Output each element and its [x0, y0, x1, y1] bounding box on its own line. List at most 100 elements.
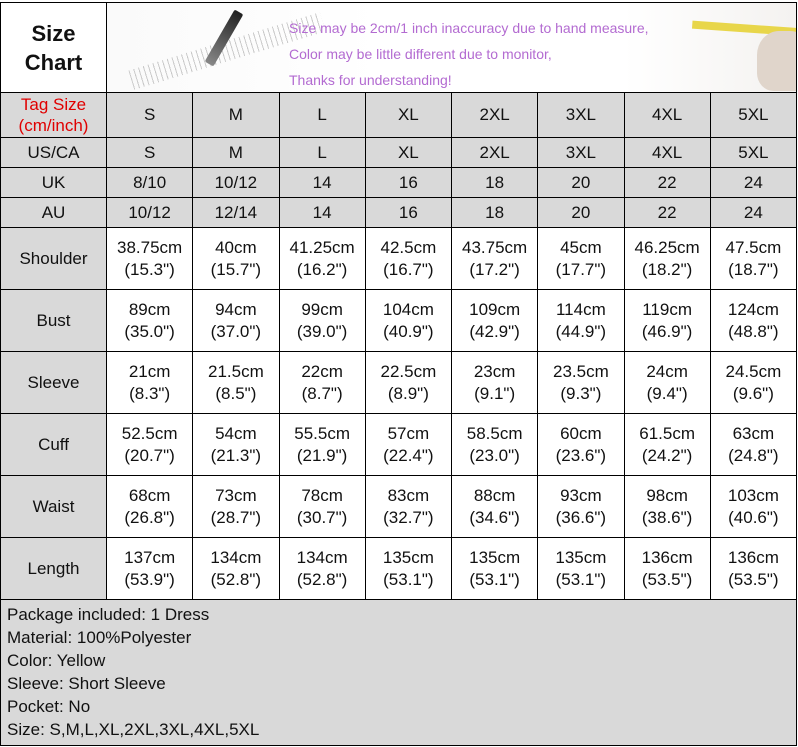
- measurement-cell: 60cm (23.6"): [537, 413, 625, 476]
- size-cell: 18: [450, 167, 539, 198]
- size-cell: 14: [278, 197, 366, 228]
- detail-line: Pocket: No: [7, 697, 91, 716]
- size-cell: L: [278, 137, 366, 168]
- cm-value: 78cm: [301, 485, 343, 505]
- measurement-row: Sleeve 21cm (8.3") 21.5cm (8.5") 22cm (8.7") 22…: [0, 351, 798, 414]
- note: Thanks for understanding!: [289, 72, 452, 88]
- measurement-cell: 22cm (8.7"): [278, 351, 366, 414]
- row-label: Sleeve: [0, 351, 107, 414]
- inch-value: (35.0"): [124, 321, 175, 341]
- title-line: Chart: [24, 49, 83, 75]
- inch-value: (23.0"): [469, 445, 520, 465]
- cm-value: 38.75cm: [117, 237, 183, 257]
- inch-value: (8.7"): [301, 383, 343, 403]
- size-row: US/CA S M L XL 2XL 3XL 4XL 5XL: [0, 137, 798, 168]
- measurement-cell: 23cm (9.1"): [450, 351, 539, 414]
- size-cell: 22: [623, 167, 711, 198]
- cm-value: 41.25cm: [289, 237, 355, 257]
- cm-value: 136cm: [641, 547, 693, 567]
- inch-value: (53.1"): [555, 569, 607, 589]
- tag-size-cell: 4XL: [623, 92, 711, 138]
- measurement-cell: 135cm (53.1"): [537, 537, 625, 600]
- note: Size may be 2cm/1 inch inaccuracy due to…: [289, 20, 649, 36]
- inch-value: (9.4"): [646, 383, 688, 403]
- measurement-cell: 134cm (52.8"): [278, 537, 366, 600]
- measurement-cell: 98cm (38.6"): [623, 475, 711, 538]
- cm-value: 89cm: [128, 299, 171, 319]
- inch-value: (9.6"): [732, 383, 774, 403]
- inch-value: (24.8"): [728, 445, 779, 465]
- cm-value: 83cm: [387, 485, 430, 505]
- detail-line: Color: Yellow: [7, 651, 106, 670]
- measurement-cell: 89cm (35.0"): [105, 289, 194, 352]
- measurement-cell: 73cm (28.7"): [192, 475, 280, 538]
- inch-value: (53.1"): [469, 569, 520, 589]
- inch-value: (20.7"): [124, 445, 175, 465]
- measurement-cell: 43.75cm (17.2"): [450, 227, 539, 290]
- measurement-cell: 63cm (24.8"): [709, 413, 798, 476]
- cm-value: 58.5cm: [466, 423, 523, 443]
- inch-value: (37.0"): [210, 321, 262, 341]
- measurement-cell: 135cm (53.1"): [450, 537, 539, 600]
- cm-value: 93cm: [560, 485, 602, 505]
- cm-value: 45cm: [560, 237, 602, 257]
- inch-value: (18.7"): [728, 259, 779, 279]
- size-cell: 10/12: [192, 167, 280, 198]
- size-cell: 20: [537, 197, 625, 228]
- cm-value: 109cm: [469, 299, 521, 319]
- tag-size-cell: XL: [364, 92, 453, 138]
- measurement-cell: 124cm (48.8"): [709, 289, 798, 352]
- cm-value: 135cm: [382, 547, 434, 567]
- cm-value: 73cm: [215, 485, 257, 505]
- measurement-cell: 136cm (53.5"): [623, 537, 711, 600]
- inch-value: (30.7"): [296, 507, 348, 527]
- size-cell: 20: [537, 167, 625, 198]
- measurement-cell: 46.25cm (18.2"): [623, 227, 711, 290]
- measurement-cell: 104cm (40.9"): [364, 289, 453, 352]
- measurement-row: Waist 68cm (26.8") 73cm (28.7") 78cm (30.7") 83…: [0, 475, 798, 538]
- cm-value: 135cm: [555, 547, 607, 567]
- inch-value: (21.3"): [210, 445, 262, 465]
- cm-value: 22.5cm: [380, 361, 437, 381]
- measurement-cell: 93cm (36.6"): [537, 475, 625, 538]
- size-cell: 16: [364, 197, 453, 228]
- size-cell: 5XL: [709, 137, 798, 168]
- inch-value: (42.9"): [469, 321, 520, 341]
- measurement-row: Cuff 52.5cm (20.7") 54cm (21.3") 55.5cm (21.9"…: [0, 413, 798, 476]
- measurement-cell: 54cm (21.3"): [192, 413, 280, 476]
- title-line: Size: [31, 20, 76, 46]
- inch-value: (16.7"): [383, 259, 434, 279]
- cm-value: 134cm: [296, 547, 348, 567]
- size-chart-title: Size Chart: [0, 2, 107, 93]
- cm-value: 43.75cm: [462, 237, 528, 257]
- measurement-row: Shoulder 38.75cm (15.3") 40cm (15.7") 41.25cm…: [0, 227, 798, 290]
- inch-value: (15.7"): [210, 259, 262, 279]
- size-cell: XL: [364, 137, 453, 168]
- inch-value: (24.2"): [641, 445, 693, 465]
- tag-size-cell: 3XL: [537, 92, 625, 138]
- cm-value: 114cm: [555, 299, 606, 319]
- cm-value: 46.25cm: [634, 237, 700, 257]
- measurement-cell: 21.5cm (8.5"): [192, 351, 280, 414]
- tag-size-cell: S: [105, 92, 194, 138]
- inch-value: (53.5"): [728, 569, 779, 589]
- cm-value: 55.5cm: [294, 423, 350, 443]
- inch-value: (52.8"): [210, 569, 262, 589]
- cm-value: 52.5cm: [121, 423, 178, 443]
- measurement-cell: 58.5cm (23.0"): [450, 413, 539, 476]
- measurement-cell: 52.5cm (20.7"): [105, 413, 194, 476]
- label-line: Tag Size: [20, 95, 87, 114]
- measurement-cell: 45cm (17.7"): [537, 227, 625, 290]
- header-row: Size Chart Size may be 2cm/1 inch inaccu…: [0, 2, 797, 93]
- inch-value: (40.9"): [383, 321, 434, 341]
- inch-value: (52.8"): [296, 569, 348, 589]
- measurement-cell: 24.5cm (9.6"): [709, 351, 798, 414]
- row-label: Length: [0, 537, 107, 600]
- measurement-cell: 103cm (40.6"): [709, 475, 798, 538]
- measurement-cell: 38.75cm (15.3"): [105, 227, 194, 290]
- inch-value: (53.5"): [641, 569, 693, 589]
- cm-value: 24cm: [646, 361, 688, 381]
- inch-value: (48.8"): [728, 321, 779, 341]
- measurement-cell: 134cm (52.8"): [192, 537, 280, 600]
- cm-value: 24.5cm: [725, 361, 782, 381]
